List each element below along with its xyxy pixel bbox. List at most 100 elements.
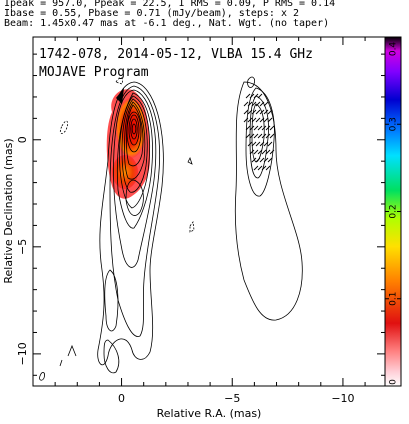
plot-frame (32, 36, 386, 387)
evpa-tick (249, 149, 255, 155)
evpa-tick (259, 157, 265, 163)
header-base-steps: Ibase = 0.55, Pbase = 0.71 (mJy/beam), s… (4, 8, 300, 19)
noise-contour (59, 120, 69, 134)
polarized-northern-edge (116, 88, 124, 104)
intensity-contour (121, 98, 148, 193)
evpa-tick (249, 93, 255, 99)
evpa-tick (253, 125, 259, 131)
noise-contour (189, 220, 195, 233)
colorbar-tick-label: 0.1 (389, 292, 399, 306)
evpa-tick (269, 149, 275, 155)
noise-contour (39, 344, 77, 381)
header-beam: Beam: 1.45x0.47 mas at -6.1 deg., Nat. W… (4, 18, 330, 29)
evpa-tick (249, 125, 255, 131)
y-tick-label: −5 (16, 239, 29, 255)
evpa-tick (255, 141, 261, 147)
header-peak-rms: Ipeak = 957.0, Ppeak = 22.5, I RMS = 0.0… (4, 0, 336, 9)
evpa-tick (257, 149, 263, 155)
evpa-tick (261, 149, 267, 155)
evpa-tick (251, 157, 257, 163)
chart-subtitle: MOJAVE Program (39, 65, 149, 80)
evpa-tick (259, 117, 265, 123)
y-tick-label: 0 (16, 136, 29, 143)
evpa-tick (269, 133, 275, 139)
x-axis-label: Relative R.A. (mas) (157, 407, 262, 420)
evpa-tick (247, 109, 253, 115)
evpa-tick (251, 101, 257, 107)
axis-ticks (33, 37, 385, 386)
intensity-contour (116, 92, 153, 229)
colorbar-tick-label: 0.4 (389, 42, 399, 57)
colorbar-tick-label: 0 (389, 379, 399, 385)
evpa-tick (259, 141, 265, 147)
intensity-contour (128, 114, 140, 146)
evpa-tick (263, 157, 269, 163)
evpa-tick (243, 101, 249, 107)
intensity-contour (109, 85, 160, 337)
y-tick-label: −10 (16, 342, 29, 365)
evpa-tick (265, 133, 271, 139)
evpa-tick (261, 125, 267, 131)
intensity-contour (104, 269, 119, 332)
evpa-tick (267, 117, 273, 123)
evpa-tick (265, 125, 271, 131)
intensity-contour (97, 81, 164, 366)
evpa-tick (257, 133, 263, 139)
intensity-contour (131, 123, 137, 135)
evpa-tick (253, 93, 259, 99)
x-tick-label: 0 (118, 392, 125, 405)
evpa-tick (265, 149, 271, 155)
evpa-tick (267, 141, 273, 147)
evpa-tick (257, 165, 263, 171)
evpa-tick (259, 109, 265, 115)
evpa-tick (247, 117, 253, 123)
evpa-tick (243, 117, 249, 123)
evpa-tick (255, 117, 261, 123)
evpa-tick (249, 133, 255, 139)
evpa-tick (263, 117, 269, 123)
evpa-tick (263, 101, 269, 107)
colorbar-tick-label: 0.2 (389, 204, 399, 218)
intensity-contour (103, 339, 120, 374)
intensity-contour (130, 118, 138, 140)
polarization-contour (251, 103, 265, 163)
evpa-tick (263, 141, 269, 147)
noise-contour (115, 77, 123, 85)
evpa-tick (253, 165, 259, 171)
intensity-contour (113, 89, 157, 268)
evpa-tick (267, 157, 273, 163)
x-tick-label: −10 (331, 392, 354, 405)
polarization-contour (247, 76, 255, 88)
evpa-tick (257, 93, 263, 99)
evpa-tick (259, 101, 265, 107)
evpa-tick (247, 101, 253, 107)
evpa-tick (255, 101, 261, 107)
evpa-tick (263, 109, 269, 115)
evpa-tick (255, 157, 261, 163)
colorbar-ticks: 0 0.1 0.2 0.3 0.4 (385, 36, 401, 387)
evpa-tick (251, 117, 257, 123)
evpa-tick (257, 125, 263, 131)
intensity-contour (124, 101, 146, 180)
evpa-tick (245, 133, 251, 139)
contour-layer (39, 76, 303, 381)
evpa-tick (245, 93, 251, 99)
intensity-contour (126, 104, 144, 167)
evpa-tick (261, 165, 267, 171)
evpa-tick (253, 133, 259, 139)
intensity-contour (126, 111, 142, 153)
polarization-contour (234, 81, 303, 321)
noise-contour (187, 156, 193, 165)
evpa-tick (255, 109, 261, 115)
evpa-tick (253, 149, 259, 155)
y-axis-label: Relative Declination (mas) (2, 138, 15, 283)
evpa-tick (251, 141, 257, 147)
evpa-tick (245, 125, 251, 131)
polarization-contour (245, 87, 275, 197)
evpa-tick (251, 109, 257, 115)
intensity-contour (119, 95, 151, 209)
evpa-tick (267, 109, 273, 115)
x-tick-label: −5 (224, 392, 240, 405)
evpa-tick (247, 141, 253, 147)
